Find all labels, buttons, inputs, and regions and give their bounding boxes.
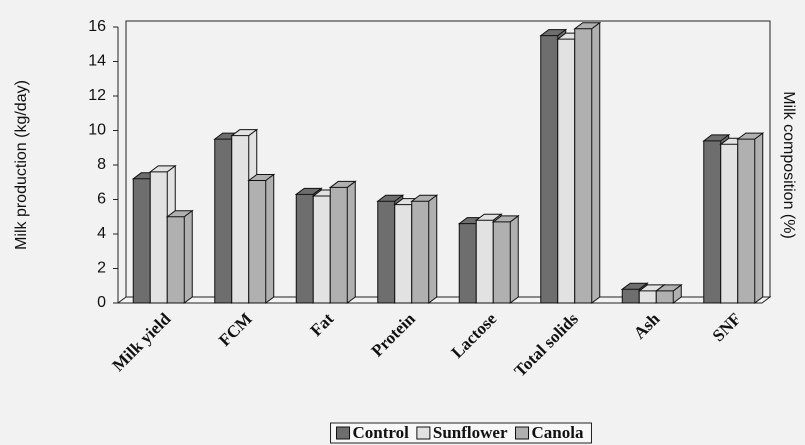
bar bbox=[247, 173, 276, 304]
y-tick-label: 14 bbox=[88, 53, 106, 70]
legend-label: Sunflower bbox=[433, 423, 508, 442]
y-tick-label: 2 bbox=[97, 260, 106, 277]
legend-label: Control bbox=[353, 423, 410, 442]
y-axis-label: Milk production (kg/day) bbox=[13, 80, 30, 250]
legend: Control Sunflower Canola bbox=[330, 422, 592, 444]
bar bbox=[491, 214, 520, 304]
legend-label: Canola bbox=[532, 423, 584, 442]
legend-swatch bbox=[336, 426, 351, 440]
y-tick-label: 10 bbox=[88, 122, 106, 139]
y-tick-label: 6 bbox=[97, 191, 106, 208]
bar bbox=[736, 132, 765, 304]
bar bbox=[165, 209, 194, 304]
y-tick-label: 4 bbox=[97, 225, 106, 242]
y-tick-label: 8 bbox=[97, 156, 106, 173]
y2-axis-label: Milk composition (%) bbox=[780, 91, 797, 239]
legend-swatch bbox=[515, 426, 530, 440]
bar bbox=[573, 21, 602, 304]
y-tick-label: 12 bbox=[88, 87, 106, 104]
y-tick-label: 0 bbox=[97, 294, 106, 311]
bar bbox=[328, 180, 357, 304]
bar bbox=[410, 194, 439, 304]
legend-swatch bbox=[416, 426, 431, 440]
bar bbox=[654, 283, 683, 304]
y-tick-label: 16 bbox=[88, 18, 106, 35]
